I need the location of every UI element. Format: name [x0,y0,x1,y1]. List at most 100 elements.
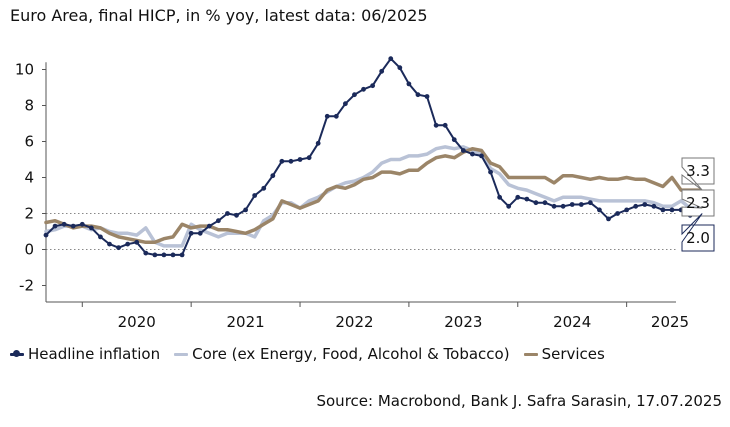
data-point-headline [633,203,639,209]
y-tick-label: 8 [24,97,34,115]
data-point-headline [551,203,557,209]
data-point-headline [497,194,503,200]
data-point-headline [397,65,403,71]
data-point-headline [424,94,430,99]
data-point-headline [578,202,584,207]
data-point-headline [125,241,131,247]
data-point-headline [234,212,239,218]
data-point-headline [515,194,521,200]
end-label-headline: 2.0 [686,229,710,247]
data-point-headline [524,196,530,202]
legend-label-core: Core (ex Energy, Food, Alcohol & Tobacco… [192,345,510,363]
data-point-headline [569,202,575,207]
x-tick-label: 2025 [651,313,689,331]
x-tick-label: 2022 [335,313,373,331]
y-tick-label: 2 [24,205,34,223]
data-point-headline [116,245,121,251]
data-point-headline [243,207,248,213]
data-point-headline [297,157,303,162]
chart-title: Euro Area, final HICP, in % yoy, latest … [10,6,428,25]
data-point-headline [43,232,49,238]
source-note: Source: Macrobond, Bank J. Safra Sarasin… [316,392,722,410]
y-tick-label: 4 [24,169,34,187]
data-point-headline [52,223,58,229]
data-point-headline [415,92,421,98]
data-point-headline [379,68,385,74]
data-point-headline [252,193,258,198]
data-point-headline [624,207,630,213]
data-point-headline [70,223,76,229]
x-tick-label: 2024 [553,313,591,331]
y-tick-label: 10 [15,61,34,79]
y-tick-label: 0 [24,241,34,259]
data-point-headline [206,223,212,229]
data-point-headline [288,158,294,164]
data-point-headline [215,218,221,224]
end-label-box-headline [681,213,715,252]
data-point-headline [533,200,539,206]
legend-label-services: Services [541,345,605,363]
axes: -2 0 2 4 6 8 10 2020 2021 2022 2023 2024 2025 [15,61,689,332]
series-line-services [44,146,701,245]
data-point-headline [333,113,339,119]
series-lines [43,56,702,258]
x-tick-label: 2021 [227,313,265,331]
data-point-headline [451,137,457,143]
data-point-headline [542,200,548,206]
y-tick-label: 6 [24,133,34,151]
legend-swatch-headline [10,349,24,359]
data-point-headline [98,234,103,240]
data-point-headline [315,140,321,146]
data-point-headline [651,203,657,209]
data-point-headline [324,113,330,119]
data-point-headline [615,211,620,216]
data-point-headline [479,153,484,159]
data-point-headline [179,252,185,258]
data-point-headline [61,221,67,227]
data-point-headline [660,207,666,213]
data-point-headline [188,230,194,236]
data-point-headline [488,169,493,175]
data-point-headline [170,252,176,258]
y-tick-label: -2 [19,277,34,295]
data-point-headline [361,86,366,92]
legend: Headline inflation Core (ex Energy, Food… [10,345,605,363]
end-label-box-services [681,157,715,191]
data-point-headline [107,241,112,247]
reference-lines [46,213,676,250]
legend-item-headline: Headline inflation [10,345,160,363]
x-tick-label: 2023 [444,313,482,331]
data-point-headline [597,207,602,213]
data-point-headline [88,225,94,231]
data-point-headline [470,151,475,157]
data-point-headline [506,203,512,209]
end-value-labels: 3.3 2.3 2.0 [681,157,715,252]
data-point-headline [587,200,593,206]
data-point-headline [669,207,675,213]
series-line-headline [45,57,701,256]
legend-swatch-core [174,349,189,359]
data-point-headline [161,252,167,258]
data-point-headline [306,155,312,161]
data-point-headline [279,158,285,164]
legend-label-headline: Headline inflation [28,345,161,363]
data-point-headline [225,211,230,216]
legend-item-services: Services [523,345,605,363]
data-point-headline [388,56,394,62]
data-point-headline [261,185,267,191]
data-point-headline [442,122,448,128]
legend-swatch-services [523,349,538,359]
data-point-headline [460,148,466,153]
data-point-headline [197,230,203,236]
data-point-headline [606,216,611,222]
data-point-headline [370,83,376,89]
data-point-headline [406,81,412,87]
data-point-headline [342,101,348,107]
data-point-headline [79,221,85,227]
data-point-headline [560,203,566,209]
data-point-headline [642,202,648,207]
data-point-headline [270,173,276,179]
data-point-headline [134,239,140,245]
x-tick-label: 2020 [118,313,156,331]
data-point-headline [433,122,439,128]
